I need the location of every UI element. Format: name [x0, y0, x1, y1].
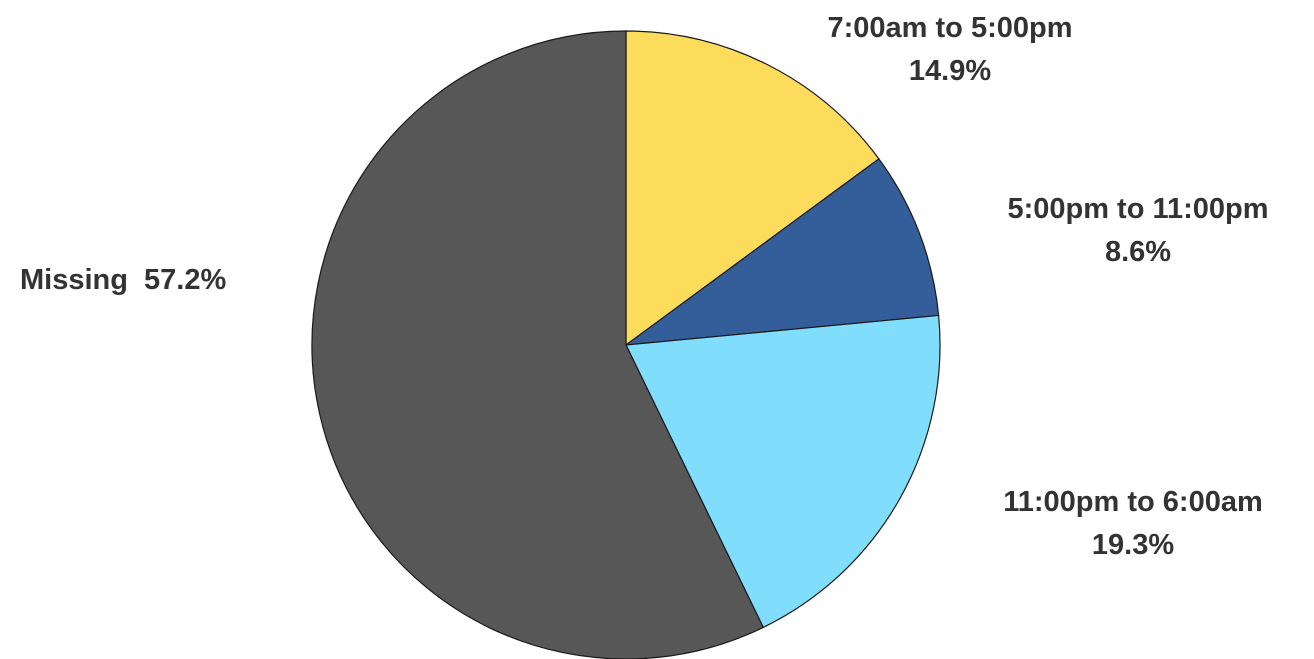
slice-value-evening: 8.6% — [1105, 236, 1171, 268]
pie-slice-missing — [311, 30, 765, 659]
slice-label-evening: 5:00pm to 11:00pm — [1007, 193, 1268, 225]
slice-label-day: 7:00am to 5:00pm — [828, 12, 1073, 44]
pie-slice-night — [625, 314, 941, 629]
pie-slices — [311, 30, 941, 659]
pie-slice-evening — [623, 158, 940, 346]
slice-value-missing: 57.2% — [144, 264, 226, 296]
slice-label-missing: Missing 57.2% — [20, 264, 226, 296]
slice-label-night: 11:00pm to 6:00am — [1003, 486, 1263, 518]
slice-value-night: 19.3% — [1092, 529, 1174, 561]
slice-value-day: 14.9% — [909, 55, 991, 87]
pie-slice-day — [625, 30, 880, 347]
slice-label-missing-name: Missing — [20, 264, 128, 296]
